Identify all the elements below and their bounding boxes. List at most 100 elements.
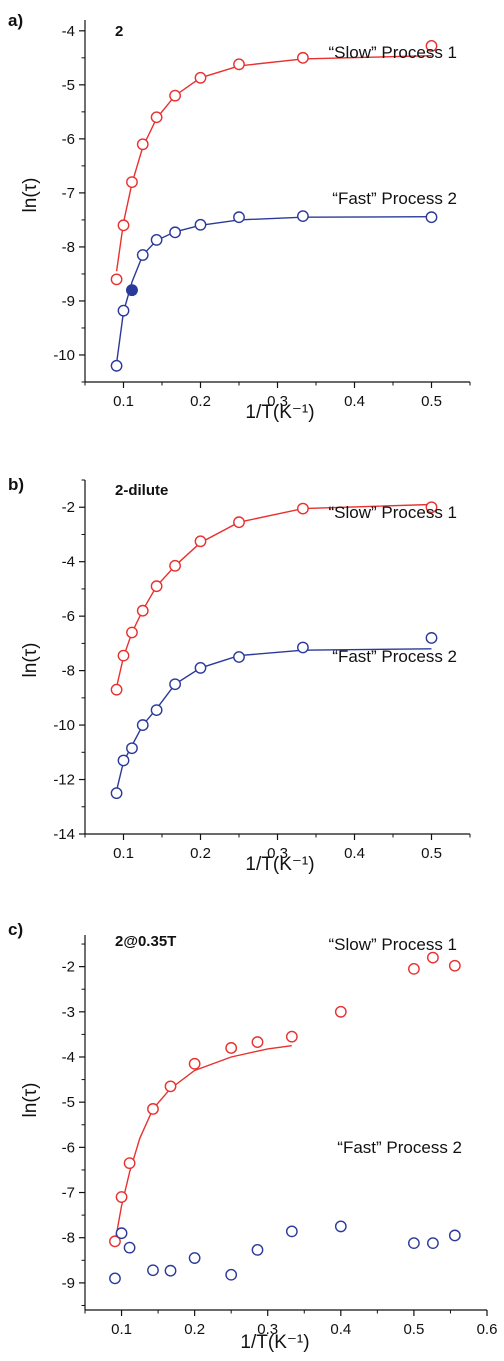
panel-b-slow-point	[233, 516, 245, 529]
panel-a-fast-point	[233, 211, 245, 224]
panel-a-fast-point	[110, 359, 123, 372]
panel-a-fast-point	[117, 304, 130, 317]
panel-b-fast-fit-line	[115, 648, 432, 791]
panel-b-fast-point	[297, 641, 309, 654]
panel-a-slow-point	[233, 58, 245, 71]
panel-c-y-tick-label: -7	[62, 1185, 75, 1202]
panel-c-y-tick-label: -4	[62, 1049, 75, 1066]
panel-b-x-tick-label: 0.4	[344, 845, 365, 862]
panel-b-x-tick-label: 0.1	[113, 845, 134, 862]
panel-a-x-tick-label: 0.3	[267, 393, 288, 410]
panel-a-x-tick-label: 0.4	[344, 393, 365, 410]
panel-b-y-tick-label: -2	[62, 499, 75, 516]
panel-c-fast-point	[408, 1237, 420, 1250]
panel-c-name: 2@0.35T	[115, 933, 176, 950]
panel-a-fast-label: “Fast” Process 2	[332, 189, 457, 208]
panel-b-fast-point	[136, 719, 149, 731]
panel-a-fast-point	[425, 211, 438, 224]
panel-c-fast-point	[427, 1237, 439, 1250]
panel-c-fast-point	[285, 1225, 298, 1238]
panel-a-slow-point	[126, 176, 138, 188]
panel-a-y-tick-label: -10	[53, 347, 75, 364]
panel-b-slow-point	[126, 626, 138, 639]
panel-c-fast-point	[225, 1268, 238, 1281]
panel-c-fast-point	[147, 1264, 159, 1277]
panel-c-fast-point	[334, 1220, 347, 1233]
panel-a-x-axis-title: 1/T(K⁻¹)	[245, 402, 314, 423]
panel-b-fast-point	[194, 661, 207, 674]
panel-c-y-tick-label: -2	[62, 959, 75, 976]
panel-c: 0.1 0.2 0.3 0.4 0.5 0.6 -9 -8 -7 -6 -5 -4 -3 -2 c) 2@…	[8, 920, 497, 1353]
panel-a-letter: a)	[8, 11, 23, 30]
panel-a-y-tick-label: -8	[62, 239, 75, 256]
panel-b-fast-point	[110, 787, 123, 800]
panel-a-slow-fit-line	[115, 55, 432, 272]
panel-a-y-tick-label: -9	[62, 293, 75, 310]
panel-a-slow-point	[110, 273, 123, 286]
panel-a-fast-fit-line	[115, 216, 432, 364]
panel-c-fast-point	[188, 1252, 201, 1264]
panel-c-slow-point	[427, 951, 439, 964]
panel-b-slow-point	[150, 580, 163, 593]
panel-c-x-tick-label: 0.5	[403, 1321, 424, 1338]
panel-c-plot: 0.1 0.2 0.3 0.4 0.5 0.6 -9 -8 -7 -6 -5 -4 -3 -2	[62, 935, 497, 1338]
panel-b-y-tick-label: -14	[53, 826, 75, 843]
panel-b-slow-point	[110, 683, 123, 696]
panel-c-fast-point	[115, 1227, 128, 1240]
panel-b-slow-point	[297, 502, 309, 515]
panel-c-slow-point	[251, 1036, 264, 1048]
panel-a-slow-point	[169, 89, 181, 102]
panel-b-fast-point	[233, 651, 245, 663]
panel-b-slow-fit-line	[115, 503, 432, 688]
panel-c-fast-point	[109, 1272, 121, 1285]
panel-c-slow-point	[188, 1057, 201, 1070]
panel-b: 0.1 0.2 0.3 0.4 0.5 -14 -12 -10 -8 -6 -4 -2 b) 2-di…	[8, 475, 471, 875]
panel-c-slow-point	[164, 1080, 177, 1093]
panel-b-y-tick-label: -4	[62, 554, 75, 571]
panel-a-slow-point	[297, 51, 309, 64]
panel-b-slow-point	[117, 649, 130, 662]
panel-b-fast-point	[150, 704, 163, 716]
panel-c-fast-label: “Fast” Process 2	[337, 1138, 462, 1157]
panel-c-slow-point	[109, 1235, 121, 1248]
panel-c-slow-label: “Slow” Process 1	[329, 935, 457, 954]
panel-a-slow-label: “Slow” Process 1	[329, 43, 457, 62]
panel-b-x-tick-label: 0.3	[267, 845, 288, 862]
panel-b-slow-point	[136, 604, 149, 617]
panel-c-slow-point	[334, 1005, 347, 1018]
panel-a-plot: 0.1 0.2 0.3 0.4 0.5 -10 -9 -8 -7 -6 -5 -4	[53, 20, 471, 410]
panel-b-slow-label: “Slow” Process 1	[329, 503, 457, 522]
panel-a-slow-point	[425, 40, 438, 52]
panel-c-y-tick-label: -8	[62, 1230, 75, 1247]
panel-a-y-axis-title: ln(τ)	[20, 178, 41, 213]
panel-c-slow-point	[408, 962, 420, 975]
panel-b-letter: b)	[8, 475, 24, 494]
panel-a-name: 2	[115, 23, 123, 40]
panel-c-x-tick-label: 0.3	[257, 1321, 278, 1338]
panel-b-name: 2-dilute	[115, 482, 168, 499]
panel-b-fast-point	[117, 754, 130, 767]
panel-c-letter: c)	[8, 920, 23, 939]
panel-b-x-axis-title: 1/T(K⁻¹)	[245, 854, 314, 875]
panel-c-slow-point	[115, 1191, 128, 1203]
panel-b-y-tick-label: -10	[53, 717, 75, 734]
panel-a-slow-point	[194, 71, 207, 84]
panel-b-fast-point	[425, 632, 438, 644]
panel-b-slow-point	[425, 501, 438, 514]
panel-b-x-tick-label: 0.5	[421, 845, 442, 862]
panel-b-x-tick-label: 0.2	[190, 845, 211, 862]
panel-c-y-tick-label: -6	[62, 1139, 75, 1156]
panel-c-x-tick-label: 0.1	[111, 1321, 132, 1338]
panel-a-fast-point	[169, 226, 181, 239]
panel-a-fast-point	[297, 210, 309, 223]
panel-c-slow-point	[225, 1042, 238, 1054]
panel-c-y-tick-label: -9	[62, 1275, 75, 1292]
panel-a-y-tick-label: -6	[62, 131, 75, 148]
panel-c-fast-point	[251, 1244, 264, 1256]
panel-a-y-tick-label: -4	[62, 23, 75, 40]
panel-a-fast-filled-point	[126, 284, 138, 296]
panel-b-y-axis-title: ln(τ)	[20, 643, 41, 678]
panel-b-y-tick-label: -8	[62, 663, 75, 680]
panel-c-x-tick-label: 0.4	[330, 1321, 351, 1338]
